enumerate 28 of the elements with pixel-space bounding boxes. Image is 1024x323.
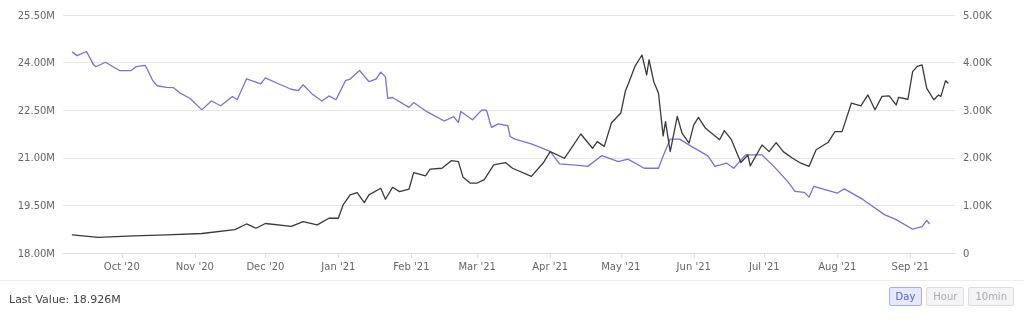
x-tick-label: Aug '21 [818,260,857,272]
y2-tick-label: 2.00K [963,152,993,164]
y-tick-label: 22.50M [17,104,55,116]
y2-tick-label: 1.00K [963,199,993,211]
x-tick-label: Jun '21 [675,260,711,272]
x-tick-label: Oct '20 [103,260,140,272]
time-range-button: Hour [926,287,965,306]
x-tick-label: Jul '21 [748,260,780,272]
text: Last Value: 18.926M [9,293,121,306]
y-tick-label: 21.00M [17,152,55,164]
time-range-button: 10min [968,287,1014,306]
y-tick-label: 18.00M [17,247,55,259]
x-tick-label: Mar '21 [458,260,496,272]
y2-tick-label: 0 [963,247,970,259]
y-tick-label: 24.00M [17,57,55,69]
x-tick-label: Dec '20 [246,260,285,272]
y2-tick-label: 4.00K [963,57,993,69]
x-tick-label: May '21 [601,260,641,272]
x-tick-label: Nov '20 [175,260,214,272]
y-tick-label: 25.50M [17,9,55,21]
x-tick-label: Apr '21 [532,260,569,272]
x-tick-label: Jan '21 [320,260,356,272]
x-tick-label: Sep '21 [891,260,930,272]
x-tick-label: Feb '21 [393,260,430,272]
y2-tick-label: 5.00K [963,9,993,21]
y2-tick-label: 3.00K [963,104,993,116]
time-range-button: Day [888,287,923,306]
y-tick-label: 19.50M [17,199,55,211]
